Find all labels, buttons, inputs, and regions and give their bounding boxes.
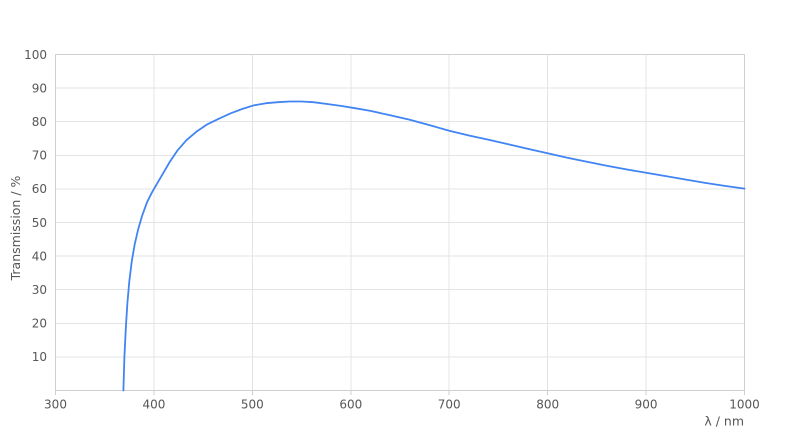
- tick-label-layer: 10 20 30 40 50 60 70 80 90 100 300 400 500 600 700 800 9…: [24, 48, 760, 412]
- plot-border: [55, 54, 745, 391]
- series-line-transmission: [122, 100, 746, 392]
- series-layer: [122, 100, 746, 392]
- x-tick-label: 400: [142, 398, 165, 412]
- axis-layer: [55, 54, 745, 395]
- y-tick-label: 70: [32, 149, 47, 163]
- x-axis-title: λ / nm: [704, 414, 744, 429]
- x-tick-label: 800: [536, 398, 559, 412]
- x-tick-label: 600: [339, 398, 362, 412]
- grid-layer: [55, 54, 745, 391]
- y-tick-label: 20: [32, 317, 47, 331]
- y-tick-label: 10: [32, 350, 47, 364]
- y-tick-label: 40: [32, 249, 47, 263]
- x-tick-label: 700: [438, 398, 461, 412]
- y-axis-title: Transmission / %: [8, 175, 23, 281]
- x-tick-label: 300: [44, 398, 67, 412]
- y-tick-label: 60: [32, 182, 47, 196]
- x-tick-label: 900: [635, 398, 658, 412]
- y-tick-label: 80: [32, 115, 47, 129]
- y-tick-label: 100: [24, 48, 47, 62]
- x-tick-label: 500: [241, 398, 264, 412]
- x-tick-label: 1000: [729, 398, 760, 412]
- y-tick-label: 30: [32, 283, 47, 297]
- y-tick-label: 90: [32, 81, 47, 95]
- y-tick-label: 50: [32, 216, 47, 230]
